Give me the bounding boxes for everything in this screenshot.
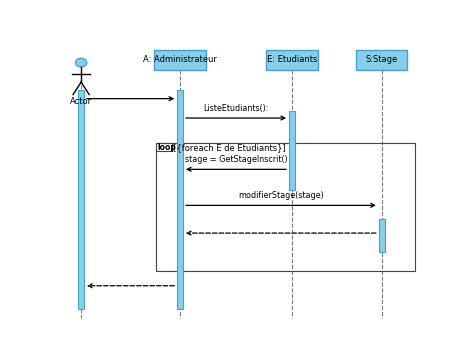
- Text: loop: loop: [157, 143, 176, 152]
- Bar: [156, 143, 172, 151]
- Bar: [177, 90, 183, 309]
- Bar: [156, 143, 415, 270]
- Bar: [379, 219, 385, 252]
- Circle shape: [76, 58, 87, 67]
- Bar: [289, 111, 295, 190]
- Bar: [356, 50, 407, 69]
- Text: [{foreach E de Etudiants}]: [{foreach E de Etudiants}]: [173, 144, 286, 153]
- Text: ListeEtudiants():: ListeEtudiants():: [203, 104, 269, 113]
- Bar: [266, 50, 317, 69]
- Bar: [154, 50, 206, 69]
- Text: stage = GetStageInscrit(): stage = GetStageInscrit(): [184, 155, 287, 164]
- Bar: [78, 90, 84, 309]
- Text: E: Etudiants: E: Etudiants: [267, 55, 317, 64]
- Text: modifierStage(stage): modifierStage(stage): [238, 192, 324, 201]
- Text: Actor: Actor: [70, 97, 92, 106]
- Text: A: Administrateur: A: Administrateur: [143, 55, 217, 64]
- Text: S:Stage: S:Stage: [366, 55, 398, 64]
